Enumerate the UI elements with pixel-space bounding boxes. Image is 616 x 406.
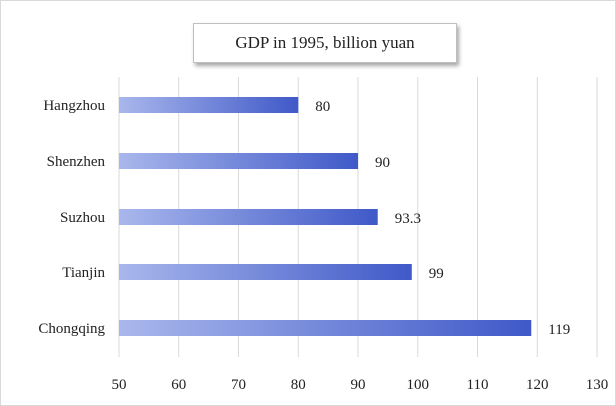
bar-chongqing bbox=[119, 320, 531, 336]
x-tick-label: 90 bbox=[351, 377, 366, 393]
x-tick-label: 80 bbox=[291, 377, 306, 393]
value-label: 93.3 bbox=[395, 211, 421, 227]
value-label: 80 bbox=[315, 99, 330, 115]
category-label: Hangzhou bbox=[43, 98, 105, 114]
category-label: Suzhou bbox=[60, 210, 106, 226]
x-tick-label: 70 bbox=[231, 377, 246, 393]
bar-hangzhou bbox=[119, 97, 298, 113]
bar-shenzhen bbox=[119, 153, 358, 169]
x-tick-label: 60 bbox=[171, 377, 186, 393]
category-label: Chongqing bbox=[38, 321, 105, 337]
x-tick-label: 130 bbox=[586, 377, 609, 393]
category-label: Tianjin bbox=[62, 265, 105, 281]
value-label: 99 bbox=[429, 266, 444, 282]
x-tick-label: 100 bbox=[407, 377, 430, 393]
x-tick-label: 110 bbox=[467, 377, 489, 393]
bar-suzhou bbox=[119, 209, 378, 225]
x-tick-label: 50 bbox=[112, 377, 127, 393]
x-tick-label: 120 bbox=[526, 377, 549, 393]
category-label: Shenzhen bbox=[47, 154, 106, 170]
value-label: 119 bbox=[548, 322, 570, 338]
bar-tianjin bbox=[119, 264, 412, 280]
value-label: 90 bbox=[375, 155, 390, 171]
